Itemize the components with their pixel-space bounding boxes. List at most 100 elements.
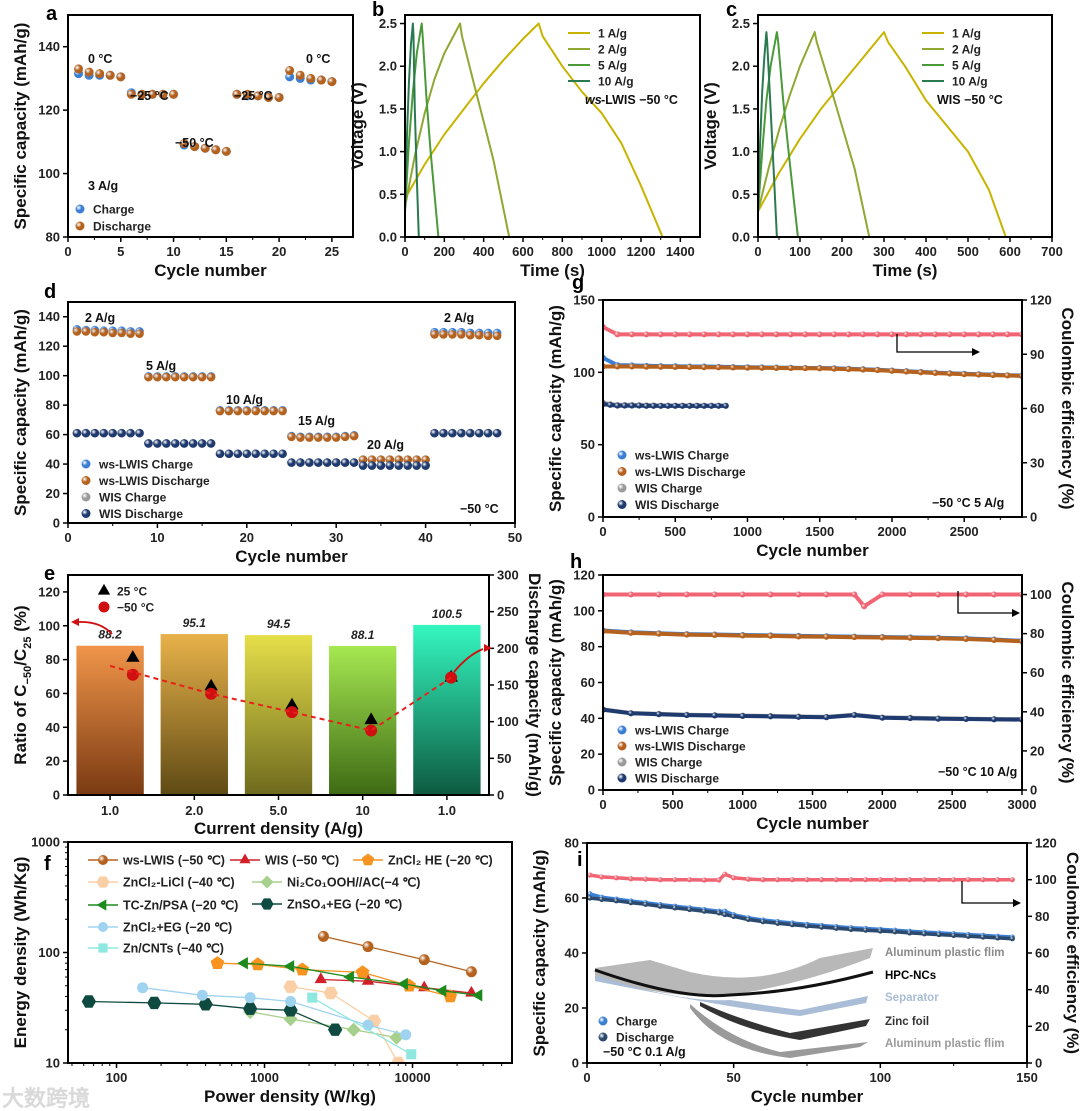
panel-h: h0 500 1000 1500 2000 2500 3000020406080100120… <box>546 551 1077 833</box>
data-point <box>848 926 854 932</box>
annotation: 15 A/g <box>298 414 335 428</box>
data-point <box>126 329 135 338</box>
legend-marker <box>260 875 274 889</box>
data-point <box>492 428 502 438</box>
data-point <box>331 458 341 467</box>
data-point <box>439 330 448 339</box>
legend-label: Discharge <box>616 1031 674 1045</box>
y2-tick-label: 100 <box>1030 587 1052 602</box>
arrow-head <box>1013 899 1021 907</box>
data-point <box>135 428 144 438</box>
data-point <box>907 930 913 936</box>
data-point <box>775 877 781 883</box>
x-tick-label: 10 <box>355 803 369 818</box>
y-tick-label: 60 <box>46 427 60 442</box>
data-point <box>421 455 430 464</box>
legend-item: ws-LWIS Charge <box>81 458 193 472</box>
data-point <box>773 331 780 338</box>
legend-marker <box>75 221 85 231</box>
data-point <box>147 89 157 99</box>
legend-label: Ni₂Co₁OOH//AC(−4 ℃) <box>287 876 420 890</box>
legend-item: 2 A/g <box>568 43 627 57</box>
data-point <box>816 331 823 338</box>
data-point <box>701 877 707 883</box>
series-znso-eg-20 <box>81 995 343 1036</box>
data-point <box>242 449 252 459</box>
x-tick-label: 500 <box>957 244 979 259</box>
x-tick-label: 100 <box>106 1070 128 1085</box>
legend-marker <box>361 853 375 866</box>
data-point <box>711 632 718 639</box>
y-tick-label: 0 <box>53 788 60 803</box>
series-line <box>323 935 472 973</box>
data-point <box>287 458 296 467</box>
y-tick-label: 40 <box>581 711 595 726</box>
data-point <box>253 91 263 101</box>
data-point <box>621 402 628 409</box>
series-wis-discharge <box>603 401 729 409</box>
data-point <box>804 877 810 883</box>
y-tick-label: 100 <box>38 618 60 633</box>
y2-axis-label: Coulombic efficiency (%) <box>1058 581 1077 783</box>
data-point <box>795 591 802 598</box>
data-point <box>874 331 881 338</box>
data-point <box>362 941 374 953</box>
data-point <box>767 713 774 720</box>
annotation: 0 °C <box>88 52 112 66</box>
legend-label: WIS Discharge <box>635 772 719 786</box>
legend-marker <box>617 757 627 767</box>
legend-item: 2 A/g <box>922 43 981 57</box>
y2-tick-label: 0 <box>1030 510 1037 525</box>
x-axis-label: Time (s) <box>520 261 585 280</box>
panel-g: g0 500 1000 1500 2000 25000501001500306090120… <box>546 272 1077 560</box>
x-tick-label: 1500 <box>805 524 834 539</box>
y2-tick-label: 40 <box>1035 982 1049 997</box>
y-tick-label: 80 <box>581 639 595 654</box>
data-point <box>81 327 91 336</box>
bar <box>413 624 481 795</box>
data-point <box>715 364 722 371</box>
data-point <box>316 75 326 85</box>
series-2-a-g <box>405 22 511 237</box>
y-tick-label: 120 <box>573 568 595 583</box>
y-axis-label: Specific capacity (mAh/g) <box>11 23 30 230</box>
y2-tick-label: 80 <box>1030 626 1044 641</box>
data-point <box>963 635 970 642</box>
y-tick-label: 140 <box>38 39 60 54</box>
data-point <box>211 145 221 155</box>
data-point <box>888 367 895 374</box>
aluminum-plastic-film-bottom <box>690 1004 868 1058</box>
y-tick-label: 60 <box>46 686 60 701</box>
data-point <box>206 439 216 448</box>
annotation: 2 A/g <box>85 311 115 325</box>
x-tick-label: 200 <box>433 244 455 259</box>
x-tick-label: 600 <box>999 244 1021 259</box>
data-point <box>457 428 466 438</box>
data-point <box>892 929 898 935</box>
data-point <box>672 402 679 409</box>
arrow-head <box>1012 609 1020 617</box>
data-point <box>295 70 305 80</box>
data-point <box>643 363 650 370</box>
data-point <box>917 331 924 338</box>
data-point <box>260 449 269 459</box>
series-line <box>589 872 1013 882</box>
data-point <box>162 439 171 448</box>
y-tick-label: 20 <box>565 1001 579 1016</box>
series-5-a-g <box>758 31 799 237</box>
data-point <box>1009 936 1015 942</box>
data-point <box>233 406 243 416</box>
y-tick-label: 100 <box>38 166 60 181</box>
data-point <box>980 934 986 940</box>
series-1-a-g <box>405 22 664 237</box>
series-line <box>603 364 1022 378</box>
data-point <box>274 92 284 102</box>
plot-area <box>81 930 483 1063</box>
data-point <box>385 455 395 464</box>
data-point <box>961 371 968 378</box>
series-coulombic-efficiency <box>603 591 1022 610</box>
y-tick-label: 60 <box>581 675 595 690</box>
plot-area <box>76 624 481 795</box>
data-point <box>285 996 297 1008</box>
legend-marker <box>97 583 111 595</box>
